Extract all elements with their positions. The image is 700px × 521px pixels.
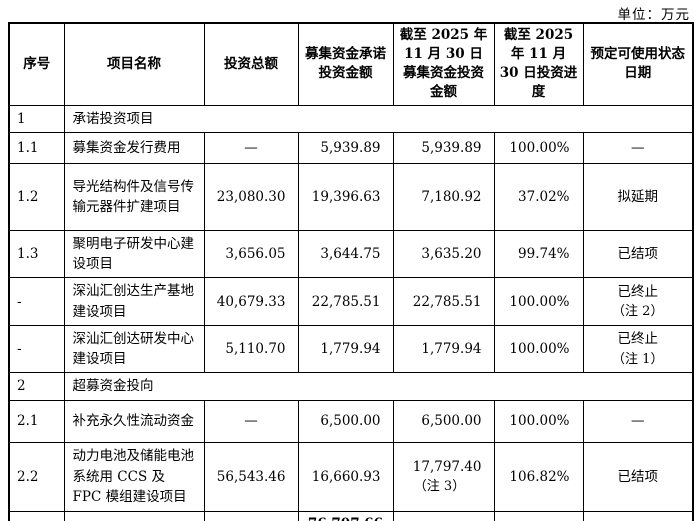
cell-status: — bbox=[582, 510, 694, 521]
cell-project-name: 深汕汇创达研发中心建设项目 bbox=[63, 324, 205, 374]
section-row: 2 超募资金投向 bbox=[8, 372, 694, 401]
cell-committed-amount: 6,500.00 bbox=[297, 399, 394, 443]
table-row: - 深汕汇创达生产基地建设项目 40,679.33 22,785.51 22,785.5… bbox=[8, 277, 694, 326]
cell-committed-amount: 76,707.66（注 4） bbox=[297, 510, 394, 521]
table-row: 2.1 补充永久性流动资金 —6,500.00 6,500.00 100.00% — bbox=[8, 399, 694, 443]
cell-serial: 1.2 bbox=[8, 162, 65, 231]
projects-table: 序号 项目名称 投资总额 募集资金承诺投资金额 截至 2025 年 11 月 3… bbox=[8, 22, 694, 521]
cell-progress: 100.00% bbox=[493, 277, 584, 326]
cell-project-name: 动力电池及储能电池系统用 CCS 及 FPC 模组建设项目 bbox=[63, 441, 205, 512]
cell-progress: 37.02% bbox=[493, 162, 584, 231]
cell-status: — bbox=[582, 131, 694, 164]
column-header-serial: 序号 bbox=[8, 22, 65, 106]
cell-progress: — bbox=[493, 510, 584, 521]
cell-invested-amount: 17,797.40 （注 3） bbox=[392, 441, 495, 512]
column-header-status-date: 预定可使用状态日期 bbox=[582, 22, 694, 106]
cell-serial: 2.2 bbox=[8, 441, 65, 512]
cell-progress: 106.82% bbox=[493, 441, 584, 512]
table-row: 2.2 动力电池及储能电池系统用 CCS 及 FPC 模组建设项目 56,543.4… bbox=[8, 441, 694, 512]
cell-total-investment: — bbox=[203, 510, 299, 521]
cell-committed-amount: 1,779.94 bbox=[297, 324, 394, 374]
cell-invested-amount: 22,785.51 bbox=[392, 277, 495, 326]
cell-project-name: 聚明电子研发中心建设项目 bbox=[63, 229, 205, 279]
table-row: 1.1 募集资金发行费用 —5,939.89 5,939.89 100.00% — bbox=[8, 131, 694, 164]
cell-section-name: 承诺投资项目 bbox=[63, 104, 694, 133]
cell-serial bbox=[8, 510, 65, 521]
cell-total-investment: 56,543.46 bbox=[203, 441, 299, 512]
total-row: 合计—76,707.66（注 4）65,618.86—— bbox=[8, 510, 694, 521]
table-row: - 深汕汇创达研发中心建设项目 5,110.70 1,779.94 1,779.94 10… bbox=[8, 324, 694, 374]
cell-total-investment: 5,110.70 bbox=[203, 324, 299, 374]
cell-serial: 1.3 bbox=[8, 229, 65, 279]
cell-progress: 100.00% bbox=[493, 131, 584, 164]
cell-invested-amount: 1,779.94 bbox=[392, 324, 495, 374]
cell-serial: 2 bbox=[8, 372, 65, 401]
cell-status: 已终止 （注 1） bbox=[582, 324, 694, 374]
cell-serial: - bbox=[8, 324, 65, 374]
cell-total-investment: — bbox=[203, 399, 299, 443]
cell-status: 已终止 （注 2） bbox=[582, 277, 694, 326]
cell-progress: 99.74% bbox=[493, 229, 584, 279]
cell-committed-amount: 22,785.51 bbox=[297, 277, 394, 326]
cell-progress: 100.00% bbox=[493, 324, 584, 374]
cell-committed-amount: 16,660.93 bbox=[297, 441, 394, 512]
cell-section-name: 超募资金投向 bbox=[63, 372, 694, 401]
cell-project-name: 导光结构件及信号传输元器件扩建项目 bbox=[63, 162, 205, 231]
header-row: 序号 项目名称 投资总额 募集资金承诺投资金额 截至 2025 年 11 月 3… bbox=[8, 22, 694, 106]
cell-invested-amount: 5,939.89 bbox=[392, 131, 495, 164]
cell-total-investment: 23,080.30 bbox=[203, 162, 299, 231]
column-header-invested-amount: 截至 2025 年 11 月 30 日募集资金投资金额 bbox=[392, 22, 495, 106]
cell-invested-amount: 7,180.92 bbox=[392, 162, 495, 231]
cell-total-investment: 40,679.33 bbox=[203, 277, 299, 326]
cell-committed-amount: 19,396.63 bbox=[297, 162, 394, 231]
cell-invested-amount: 3,635.20 bbox=[392, 229, 495, 279]
section-row: 1 承诺投资项目 bbox=[8, 104, 694, 133]
cell-project-name: 合计 bbox=[63, 510, 205, 521]
cell-project-name: 补充永久性流动资金 bbox=[63, 399, 205, 443]
cell-status: 拟延期 bbox=[582, 162, 694, 231]
cell-status: — bbox=[582, 399, 694, 443]
cell-invested-amount: 65,618.86 bbox=[392, 510, 495, 521]
table-row: 1.3 聚明电子研发中心建设项目 3,656.05 3,644.75 3,635.20 9… bbox=[8, 229, 694, 279]
cell-project-name: 深汕汇创达生产基地建设项目 bbox=[63, 277, 205, 326]
cell-project-name: 募集资金发行费用 bbox=[63, 131, 205, 164]
column-header-project-name: 项目名称 bbox=[63, 22, 205, 106]
cell-invested-amount: 6,500.00 bbox=[392, 399, 495, 443]
cell-serial: 1.1 bbox=[8, 131, 65, 164]
unit-label: 单位：万元 bbox=[617, 7, 690, 23]
cell-serial: 1 bbox=[8, 104, 65, 133]
cell-total-investment: — bbox=[203, 131, 299, 164]
table-row: 1.2 导光结构件及信号传输元器件扩建项目 23,080.30 19,396.63 7,… bbox=[8, 162, 694, 231]
column-header-total-investment: 投资总额 bbox=[203, 22, 299, 106]
cell-progress: 100.00% bbox=[493, 399, 584, 443]
cell-committed-amount: 5,939.89 bbox=[297, 131, 394, 164]
cell-serial: 2.1 bbox=[8, 399, 65, 443]
column-header-committed-amount: 募集资金承诺投资金额 bbox=[297, 22, 394, 106]
cell-total-investment: 3,656.05 bbox=[203, 229, 299, 279]
cell-serial: - bbox=[8, 277, 65, 326]
column-header-progress: 截至 2025 年 11 月 30 日投资进度 bbox=[493, 22, 584, 106]
cell-status: 已结项 bbox=[582, 441, 694, 512]
table-body: 1 承诺投资项目 1.1 募集资金发行费用 —5,939.89 5,939.89 100.0… bbox=[8, 104, 694, 521]
cell-committed-amount: 3,644.75 bbox=[297, 229, 394, 279]
cell-status: 已结项 bbox=[582, 229, 694, 279]
